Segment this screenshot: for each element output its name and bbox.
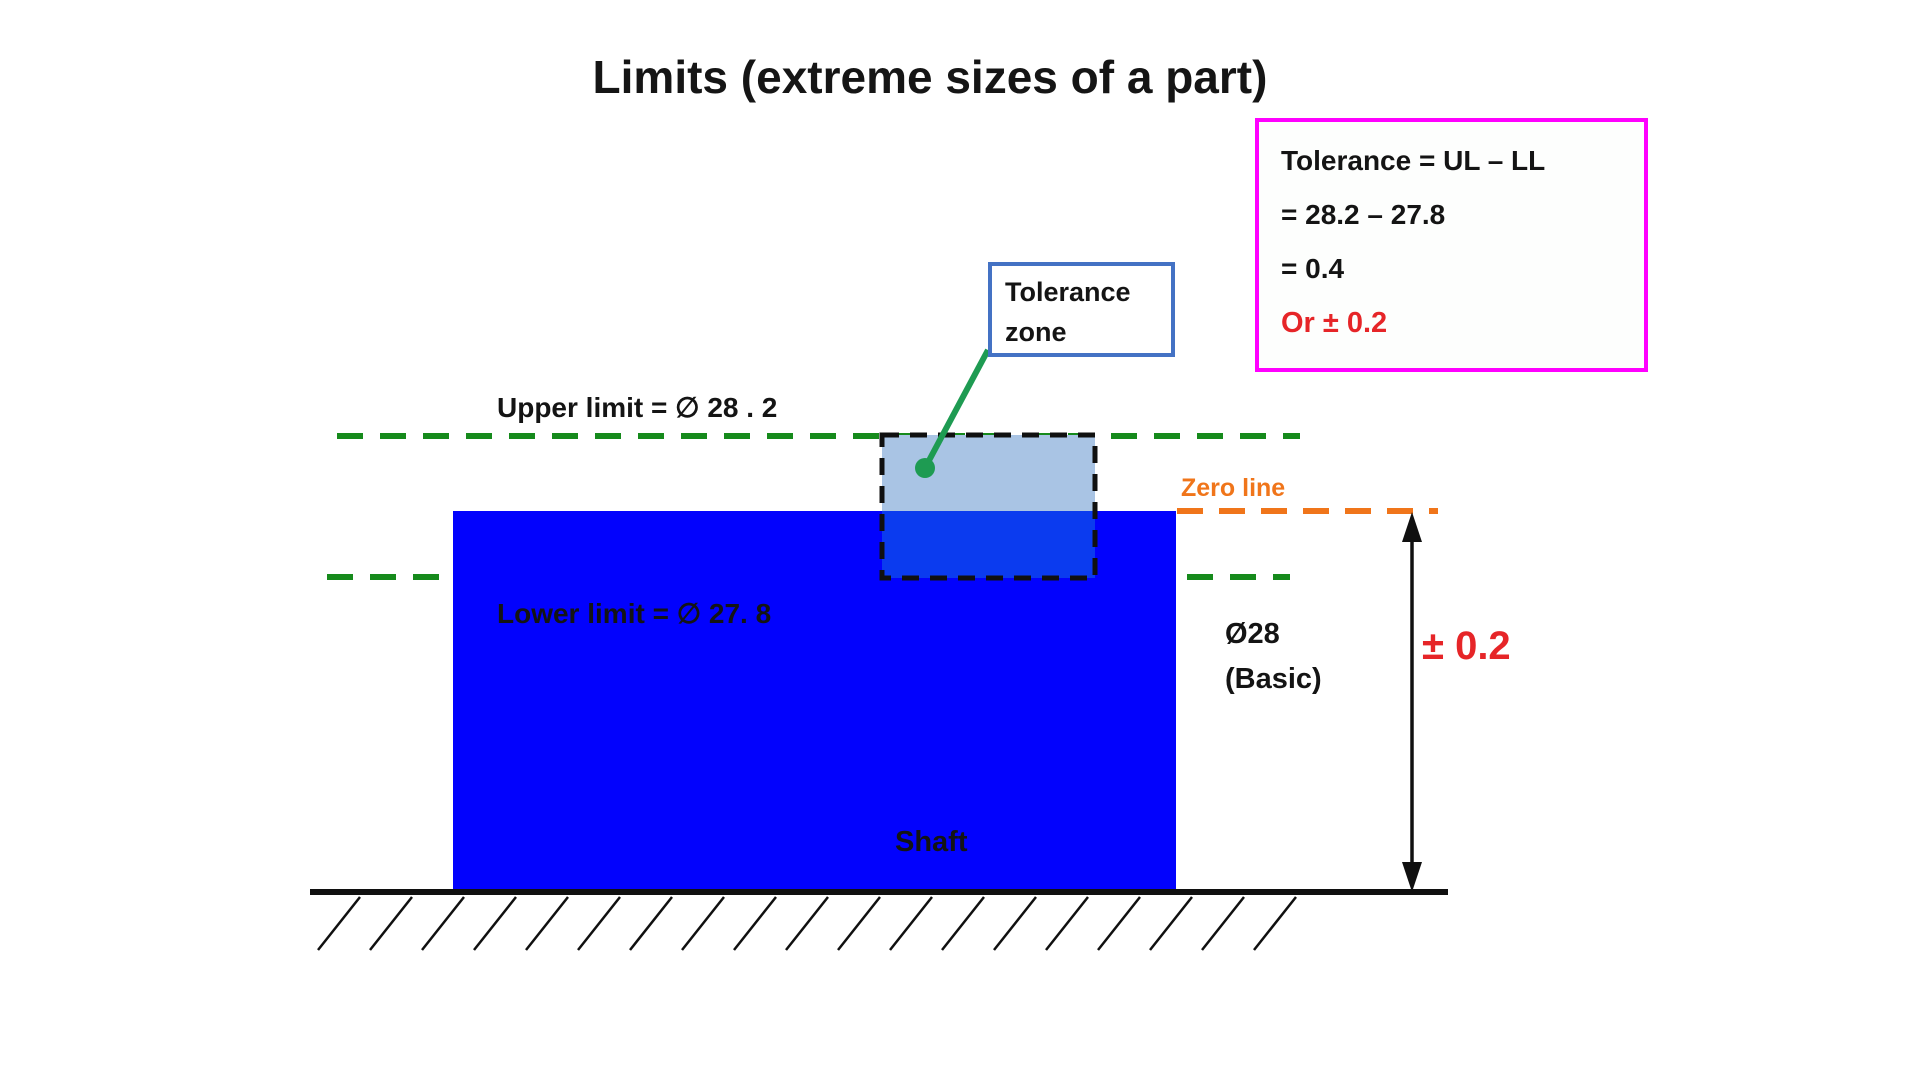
dimension-arrow — [1402, 512, 1422, 892]
tolerance-zone-lower-fill — [882, 511, 1095, 578]
basic-size-caption: (Basic) — [1225, 663, 1322, 695]
tolerance-zone-callout-box: Tolerance zone — [988, 262, 1175, 357]
tolerance-zone-dashed-border — [879, 432, 1098, 581]
lower-limit-label: Lower limit = ∅ 27. 8 — [497, 598, 772, 629]
formula-line-3: = 0.4 — [1281, 253, 1345, 284]
callout-line-2: zone — [1005, 317, 1067, 347]
tolerance-formula-box: Tolerance = UL – LL = 28.2 – 27.8 = 0.4 … — [1255, 118, 1648, 372]
tolerance-zone-upper-fill — [882, 435, 1095, 511]
upper-limit-label: Upper limit = ∅ 28 . 2 — [497, 392, 778, 423]
basic-size-label: Ø28 (Basic) — [1225, 612, 1322, 702]
arrowhead-down-icon — [1402, 862, 1422, 892]
zero-line-label: Zero line — [1181, 474, 1286, 502]
arrowhead-up-icon — [1402, 512, 1422, 542]
formula-line-1: Tolerance = UL – LL — [1281, 145, 1546, 176]
formula-line-2: = 28.2 – 27.8 — [1281, 199, 1446, 230]
plus-minus-tolerance-label: ± 0.2 — [1422, 624, 1511, 668]
ground-hatching — [317, 896, 1297, 951]
shaft-label: Shaft — [895, 826, 968, 858]
basic-size-diameter: Ø28 — [1225, 618, 1280, 650]
formula-line-4: Or ± 0.2 — [1281, 307, 1388, 339]
callout-leader-dot — [915, 458, 935, 478]
callout-line-1: Tolerance — [1005, 277, 1131, 307]
callout-leader-line — [922, 348, 991, 470]
page-title: Limits (extreme sizes of a part) — [592, 51, 1268, 103]
